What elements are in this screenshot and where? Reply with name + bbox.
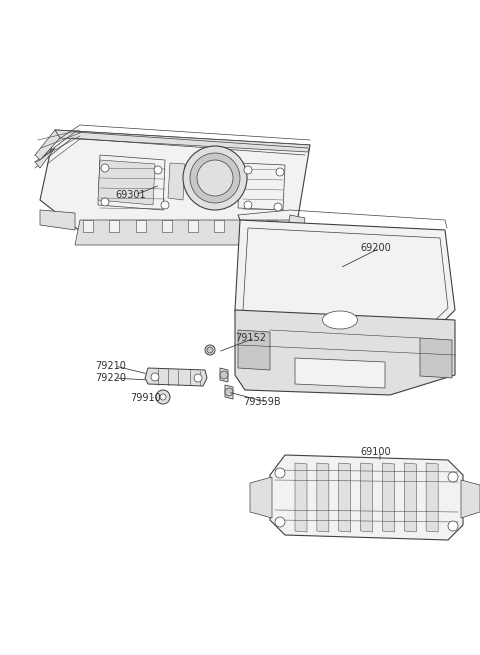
Polygon shape [35,130,60,160]
Circle shape [161,201,169,209]
Polygon shape [270,455,463,540]
Circle shape [194,374,202,382]
Polygon shape [317,463,329,532]
Polygon shape [383,463,395,532]
Polygon shape [420,338,452,378]
Circle shape [197,160,233,196]
Circle shape [207,347,213,353]
Polygon shape [98,155,165,210]
Circle shape [244,201,252,209]
Circle shape [220,371,228,379]
Polygon shape [40,130,310,235]
Circle shape [156,390,170,404]
Polygon shape [250,477,272,518]
Polygon shape [426,463,438,532]
Polygon shape [225,385,233,399]
Text: 79910: 79910 [130,393,161,403]
Text: 69100: 69100 [360,447,391,457]
Polygon shape [240,220,251,232]
Polygon shape [109,220,119,232]
Polygon shape [162,220,172,232]
Circle shape [244,166,252,174]
Polygon shape [83,220,93,232]
Circle shape [276,168,284,176]
Polygon shape [295,358,385,388]
Ellipse shape [323,311,358,329]
Circle shape [101,164,109,172]
Text: 79210: 79210 [95,361,126,371]
Polygon shape [360,463,372,532]
Polygon shape [238,163,285,210]
Polygon shape [238,330,270,370]
Polygon shape [40,210,75,230]
Polygon shape [214,220,224,232]
Polygon shape [235,220,455,375]
Circle shape [275,517,285,527]
Circle shape [274,203,282,211]
Polygon shape [461,480,480,518]
Polygon shape [135,220,145,232]
Polygon shape [35,148,55,168]
Circle shape [205,345,215,355]
Polygon shape [145,368,207,386]
Polygon shape [188,220,198,232]
Polygon shape [168,163,185,200]
Text: 79220: 79220 [95,373,126,383]
Text: 69301: 69301 [115,190,145,200]
Circle shape [225,388,233,396]
Circle shape [190,153,240,203]
Polygon shape [235,310,455,395]
Polygon shape [220,368,228,382]
Circle shape [101,198,109,206]
Polygon shape [339,463,351,532]
Polygon shape [295,463,307,532]
Polygon shape [267,220,277,232]
Circle shape [160,394,166,400]
Polygon shape [55,130,310,152]
Circle shape [183,146,247,210]
Text: 79359B: 79359B [243,397,281,407]
Text: 69200: 69200 [360,243,391,253]
Circle shape [154,166,162,174]
Circle shape [151,373,159,381]
Circle shape [448,472,458,482]
Polygon shape [75,220,300,245]
Polygon shape [288,215,305,232]
Polygon shape [404,463,416,532]
Circle shape [275,468,285,478]
Polygon shape [98,160,155,205]
Text: 79152: 79152 [235,333,266,343]
Circle shape [448,521,458,531]
